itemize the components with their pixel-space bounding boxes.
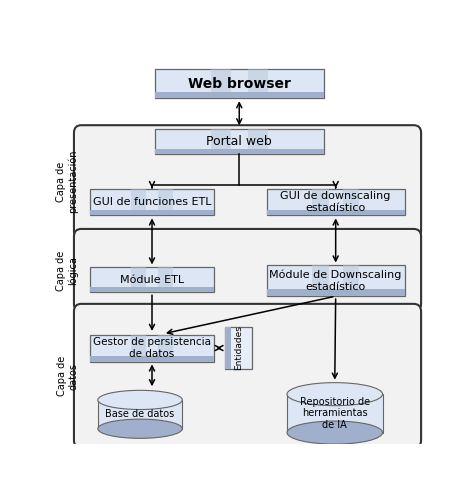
- Text: Web browser: Web browser: [188, 77, 291, 91]
- Text: Entidades: Entidades: [234, 326, 243, 370]
- Text: Repositorio de
herramientas
de IA: Repositorio de herramientas de IA: [300, 397, 370, 430]
- FancyBboxPatch shape: [155, 129, 324, 154]
- Text: GUI de funciones ETL: GUI de funciones ETL: [93, 197, 211, 207]
- Ellipse shape: [98, 419, 182, 438]
- FancyBboxPatch shape: [158, 189, 173, 210]
- FancyBboxPatch shape: [312, 265, 329, 289]
- FancyBboxPatch shape: [343, 265, 359, 289]
- FancyBboxPatch shape: [74, 125, 421, 239]
- FancyBboxPatch shape: [74, 304, 421, 448]
- FancyBboxPatch shape: [91, 210, 213, 216]
- FancyBboxPatch shape: [131, 189, 146, 210]
- FancyBboxPatch shape: [155, 149, 324, 154]
- FancyBboxPatch shape: [131, 267, 146, 287]
- FancyBboxPatch shape: [225, 327, 252, 369]
- Ellipse shape: [98, 390, 182, 410]
- FancyBboxPatch shape: [91, 287, 213, 292]
- Text: Portal web: Portal web: [206, 135, 272, 148]
- FancyBboxPatch shape: [91, 189, 213, 216]
- FancyBboxPatch shape: [267, 210, 405, 216]
- FancyBboxPatch shape: [210, 129, 231, 149]
- FancyBboxPatch shape: [158, 267, 173, 287]
- Polygon shape: [287, 394, 383, 433]
- FancyBboxPatch shape: [91, 335, 213, 361]
- Text: Módule de Downscaling
estadístico: Módule de Downscaling estadístico: [270, 270, 402, 292]
- FancyBboxPatch shape: [267, 189, 405, 216]
- FancyBboxPatch shape: [155, 92, 324, 98]
- FancyBboxPatch shape: [210, 69, 231, 92]
- Text: Capa de
datos: Capa de datos: [56, 356, 78, 396]
- FancyBboxPatch shape: [131, 335, 146, 356]
- Ellipse shape: [287, 421, 383, 444]
- FancyBboxPatch shape: [248, 69, 268, 92]
- FancyBboxPatch shape: [158, 335, 173, 356]
- FancyBboxPatch shape: [267, 265, 405, 296]
- Ellipse shape: [287, 383, 383, 406]
- FancyBboxPatch shape: [91, 267, 213, 292]
- Text: Capa de
presentación: Capa de presentación: [56, 150, 78, 214]
- FancyBboxPatch shape: [343, 189, 359, 210]
- FancyBboxPatch shape: [248, 129, 268, 149]
- FancyBboxPatch shape: [312, 189, 329, 210]
- Text: Base de datos: Base de datos: [105, 409, 175, 419]
- FancyBboxPatch shape: [91, 356, 213, 361]
- FancyBboxPatch shape: [74, 229, 421, 311]
- Text: Gestor de persistencia
de datos: Gestor de persistencia de datos: [93, 337, 211, 359]
- Polygon shape: [98, 400, 182, 429]
- Text: Capa de
lógica: Capa de lógica: [56, 250, 78, 290]
- FancyBboxPatch shape: [155, 69, 324, 98]
- FancyBboxPatch shape: [267, 289, 405, 296]
- Text: Módule ETL: Módule ETL: [120, 275, 184, 285]
- FancyBboxPatch shape: [225, 327, 231, 369]
- Text: GUI de downscaling
estadístico: GUI de downscaling estadístico: [281, 191, 391, 213]
